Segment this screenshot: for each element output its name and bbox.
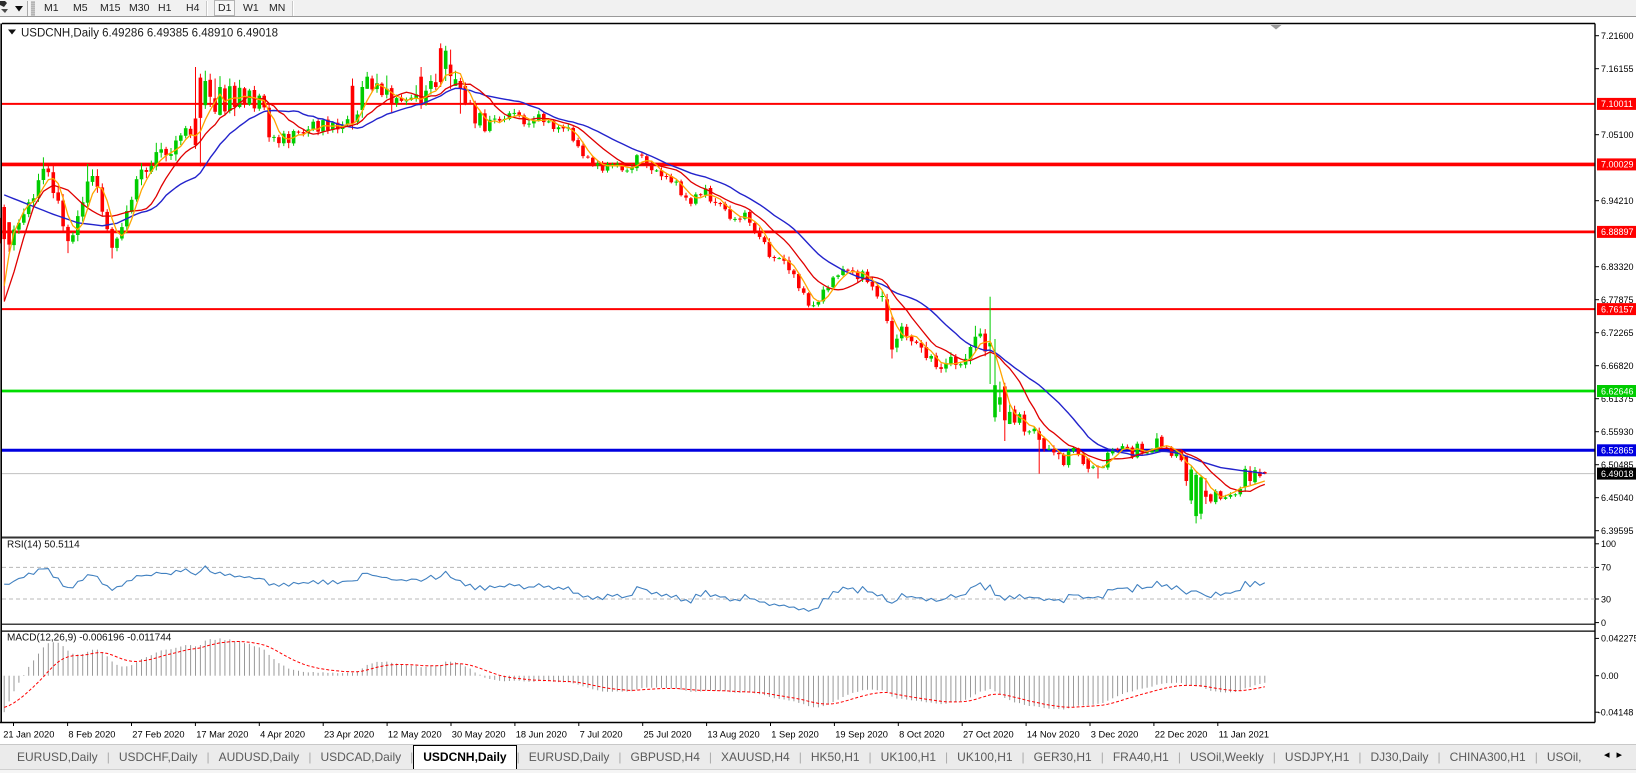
svg-text:MACD(12,26,9) -0.006196 -0.011: MACD(12,26,9) -0.006196 -0.011744 xyxy=(7,633,172,644)
svg-text:8 Feb 2020: 8 Feb 2020 xyxy=(68,729,115,739)
svg-text:22 Dec 2020: 22 Dec 2020 xyxy=(1155,729,1208,739)
svg-text:6.76157: 6.76157 xyxy=(1601,304,1634,314)
svg-text:13 Aug 2020: 13 Aug 2020 xyxy=(707,729,759,739)
svg-text:30: 30 xyxy=(1601,594,1611,604)
svg-text:1 Sep 2020: 1 Sep 2020 xyxy=(771,729,819,739)
svg-text:17 Mar 2020: 17 Mar 2020 xyxy=(196,729,248,739)
svg-text:6.49018: 6.49018 xyxy=(1601,469,1634,479)
svg-text:100: 100 xyxy=(1601,539,1616,549)
svg-text:6.39595: 6.39595 xyxy=(1601,526,1634,536)
svg-text:6.88897: 6.88897 xyxy=(1601,227,1634,237)
svg-text:8 Oct 2020: 8 Oct 2020 xyxy=(899,729,944,739)
svg-text:3 Dec 2020: 3 Dec 2020 xyxy=(1091,729,1139,739)
svg-text:USDCNH,Daily 6.49286 6.49385: USDCNH,Daily 6.49286 6.49385 6.48910 6.4… xyxy=(21,28,278,40)
svg-text:7.10011: 7.10011 xyxy=(1601,99,1633,109)
svg-text:RSI(14) 50.5114: RSI(14) 50.5114 xyxy=(7,540,80,551)
svg-text:21 Jan 2020: 21 Jan 2020 xyxy=(3,729,54,739)
svg-text:6.72265: 6.72265 xyxy=(1601,328,1634,338)
svg-text:27 Feb 2020: 27 Feb 2020 xyxy=(132,729,184,739)
svg-text:6.77875: 6.77875 xyxy=(1601,295,1634,305)
svg-text:4 Apr 2020: 4 Apr 2020 xyxy=(260,729,305,739)
svg-text:6.83320: 6.83320 xyxy=(1601,262,1634,272)
svg-text:0.00: 0.00 xyxy=(1601,671,1619,681)
svg-text:7.05100: 7.05100 xyxy=(1601,130,1634,140)
svg-text:6.45040: 6.45040 xyxy=(1601,493,1634,503)
svg-text:-0.04148: -0.04148 xyxy=(1598,708,1634,718)
svg-text:6.66820: 6.66820 xyxy=(1601,361,1634,371)
svg-text:6.62646: 6.62646 xyxy=(1601,386,1634,396)
svg-text:6.50485: 6.50485 xyxy=(1601,460,1634,470)
svg-text:6.61375: 6.61375 xyxy=(1601,394,1634,404)
svg-text:7.00029: 7.00029 xyxy=(1601,160,1634,170)
svg-text:7.21600: 7.21600 xyxy=(1601,31,1634,41)
svg-text:30 May 2020: 30 May 2020 xyxy=(452,729,506,739)
svg-text:14 Nov 2020: 14 Nov 2020 xyxy=(1027,729,1080,739)
svg-text:6.55930: 6.55930 xyxy=(1601,427,1634,437)
svg-text:19 Sep 2020: 19 Sep 2020 xyxy=(835,729,888,739)
svg-text:25 Jul 2020: 25 Jul 2020 xyxy=(644,729,692,739)
svg-text:18 Jun 2020: 18 Jun 2020 xyxy=(516,729,567,739)
svg-text:11 Jan 2021: 11 Jan 2021 xyxy=(1219,729,1270,739)
svg-text:6.94210: 6.94210 xyxy=(1601,196,1634,206)
svg-text:27 Oct 2020: 27 Oct 2020 xyxy=(963,729,1014,739)
svg-text:6.52865: 6.52865 xyxy=(1601,446,1634,456)
svg-text:23 Apr 2020: 23 Apr 2020 xyxy=(324,729,374,739)
svg-text:7.16155: 7.16155 xyxy=(1601,64,1634,74)
svg-text:0: 0 xyxy=(1601,618,1606,628)
svg-text:70: 70 xyxy=(1601,563,1611,573)
svg-text:7 Jul 2020: 7 Jul 2020 xyxy=(580,729,623,739)
svg-text:12 May 2020: 12 May 2020 xyxy=(388,729,442,739)
svg-text:0.042275: 0.042275 xyxy=(1601,634,1636,644)
